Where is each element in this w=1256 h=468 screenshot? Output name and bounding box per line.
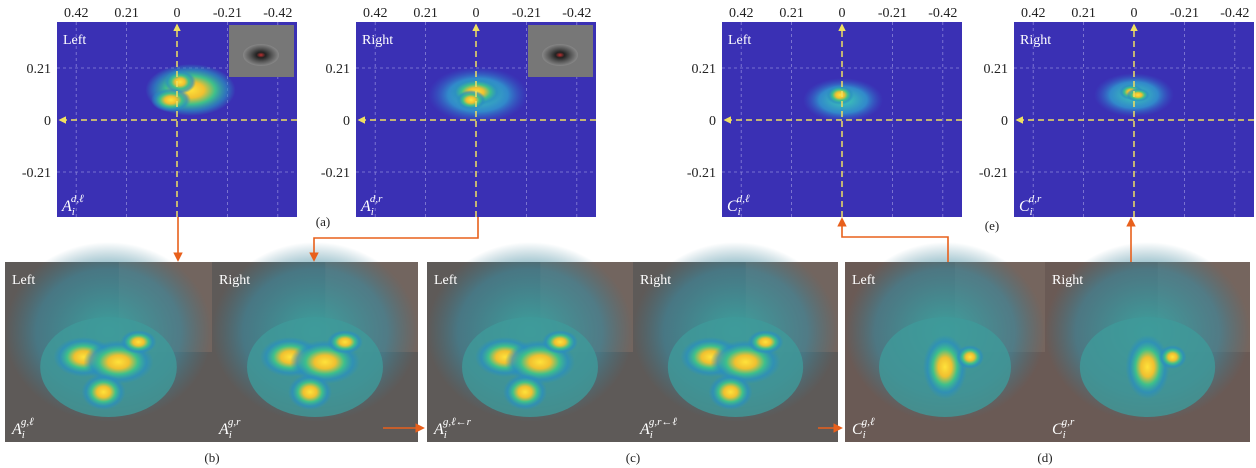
panel-corner-label: Left xyxy=(728,33,751,48)
math-sup: d,r xyxy=(1029,193,1042,205)
attention-hotspot xyxy=(923,335,967,399)
math-sup: g,ℓ xyxy=(862,416,875,428)
heatmap-blob xyxy=(151,88,191,112)
x-tick-label: 0 xyxy=(1131,6,1138,21)
x-tick-label: -0.21 xyxy=(512,6,541,21)
attention-hotspot xyxy=(121,330,157,354)
math-sup: g,r xyxy=(228,416,241,428)
heatmap-blob xyxy=(826,85,854,105)
y-tick-label: 0.21 xyxy=(984,62,1009,77)
attention-hotspot xyxy=(748,330,784,354)
caption: (d) xyxy=(1037,450,1052,465)
x-tick-label: -0.42 xyxy=(562,6,591,21)
attention-hotspot xyxy=(709,374,753,410)
attention-hotspot xyxy=(82,374,126,410)
x-tick-label: 0.42 xyxy=(729,6,754,21)
x-tick-label: 0.42 xyxy=(363,6,388,21)
x-tick-label: 0 xyxy=(839,6,846,21)
y-tick-label: 0 xyxy=(44,114,51,129)
x-tick-label: 0.21 xyxy=(779,6,804,21)
y-tick-label: -0.21 xyxy=(22,166,51,181)
x-tick-label: -0.42 xyxy=(1220,6,1249,21)
y-tick-label: 0.21 xyxy=(27,62,52,77)
x-tick-label: 0 xyxy=(174,6,181,21)
math-sup: g,ℓ←r xyxy=(443,416,472,428)
heatmap-blob xyxy=(456,90,486,110)
math-sub: i xyxy=(22,429,25,441)
math-sub: i xyxy=(72,206,75,218)
x-tick-label: 0.21 xyxy=(114,6,139,21)
heatmap-blob xyxy=(1126,88,1150,102)
eye xyxy=(542,44,578,66)
panel-corner-label: Right xyxy=(362,33,393,48)
attention-hotspot xyxy=(1159,345,1187,369)
y-tick-label: 0 xyxy=(343,114,350,129)
figure: 0.420.210-0.21-0.420.210-0.21LeftAid,ℓ0.… xyxy=(0,0,1256,468)
y-tick-label: 0 xyxy=(1001,114,1008,129)
panel-corner-label: Left xyxy=(63,33,86,48)
image-corner-label: Right xyxy=(1052,273,1083,288)
attention-hotspot xyxy=(1126,335,1170,399)
math-sup: d,ℓ xyxy=(71,193,84,205)
attention-hotspot xyxy=(542,330,578,354)
caption: (c) xyxy=(626,450,640,465)
image-corner-label: Left xyxy=(12,273,35,288)
math-sup: g,r xyxy=(1062,416,1075,428)
x-tick-label: 0.21 xyxy=(1071,6,1096,21)
math-sub: i xyxy=(371,206,374,218)
image-corner-label: Right xyxy=(219,273,250,288)
x-tick-label: -0.21 xyxy=(1170,6,1199,21)
math-sub: i xyxy=(650,429,653,441)
caption: (b) xyxy=(204,450,219,465)
y-tick-label: 0.21 xyxy=(692,62,717,77)
x-tick-label: -0.21 xyxy=(213,6,242,21)
math-sub: i xyxy=(1030,206,1033,218)
math-sub: i xyxy=(863,429,866,441)
x-tick-label: 0 xyxy=(473,6,480,21)
eye xyxy=(243,44,279,66)
x-tick-label: -0.42 xyxy=(928,6,957,21)
x-tick-label: -0.21 xyxy=(878,6,907,21)
y-tick-label: -0.21 xyxy=(321,166,350,181)
attention-hotspot xyxy=(503,374,547,410)
x-tick-label: 0.42 xyxy=(64,6,89,21)
image-corner-label: Left xyxy=(434,273,457,288)
y-tick-label: -0.21 xyxy=(687,166,716,181)
attention-hotspot xyxy=(327,330,363,354)
caption: (e) xyxy=(985,218,999,233)
image-corner-label: Right xyxy=(640,273,671,288)
math-sub: i xyxy=(1063,429,1066,441)
y-tick-label: 0.21 xyxy=(326,62,351,77)
math-sub: i xyxy=(444,429,447,441)
x-tick-label: -0.42 xyxy=(263,6,292,21)
panel-corner-label: Right xyxy=(1020,33,1051,48)
image-corner-label: Left xyxy=(852,273,875,288)
caption: (a) xyxy=(316,214,330,229)
x-tick-label: 0.42 xyxy=(1021,6,1046,21)
y-tick-label: 0 xyxy=(709,114,716,129)
x-tick-label: 0.21 xyxy=(413,6,438,21)
y-tick-label: -0.21 xyxy=(979,166,1008,181)
math-sup: d,ℓ xyxy=(737,193,750,205)
math-sup: g,r←ℓ xyxy=(649,416,678,428)
attention-hotspot xyxy=(288,374,332,410)
math-sub: i xyxy=(229,429,232,441)
math-sub: i xyxy=(738,206,741,218)
attention-hotspot xyxy=(956,345,984,369)
math-sup: g,ℓ xyxy=(21,416,34,428)
math-sup: d,r xyxy=(370,193,383,205)
